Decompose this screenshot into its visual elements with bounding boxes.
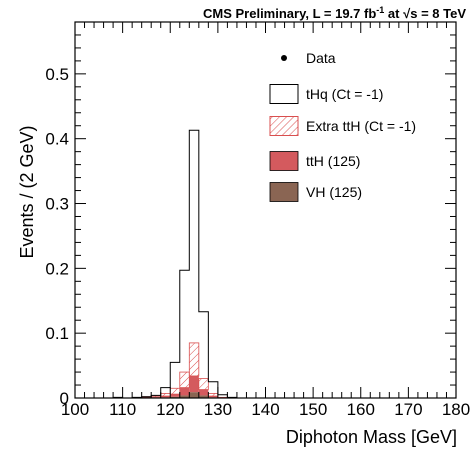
tth-bin: [208, 396, 218, 398]
tth-bin: [160, 396, 171, 398]
extra-tth-bin: [207, 393, 219, 397]
tth-bin: [189, 375, 199, 393]
y-tick-label: 0.5: [45, 65, 69, 84]
y-tick-label: 0: [60, 389, 69, 408]
x-tick-label: 170: [394, 400, 422, 419]
x-tick-label: 130: [204, 400, 232, 419]
chart-header: CMS Preliminary, L = 19.7 fb-1 at √s = 8…: [203, 5, 466, 21]
x-tick-label: 110: [109, 400, 136, 419]
thq-histogram: [75, 129, 456, 399]
legend-label: VH (125): [306, 184, 362, 200]
x-tick-label: 140: [251, 400, 279, 419]
legend-tth-swatch: [269, 151, 299, 171]
header-sqrt-sign: √: [403, 6, 411, 21]
axis-ticks: [74, 21, 457, 399]
extra-tth-bin: [160, 393, 171, 397]
header-mid: at: [384, 6, 403, 21]
vh-bin: [179, 395, 190, 398]
y-tick-label: 0.4: [45, 130, 69, 149]
vh-bin: [189, 392, 199, 398]
x-tick-label: 160: [347, 400, 375, 419]
legend: Data tHq (Ct = -1) Extra ttH (Ct = -1) ttH …: [269, 50, 416, 202]
x-tick-label: 180: [442, 400, 470, 419]
legend-extra-tth-swatch: [269, 116, 299, 136]
vh-bin: [198, 395, 209, 398]
extra-tth-bin: [169, 387, 181, 395]
x-tick-label: 150: [299, 400, 327, 419]
legend-label: Extra ttH (Ct = -1): [306, 118, 416, 134]
header-exponent: -1: [376, 5, 384, 15]
x-tick-label: 100: [61, 400, 89, 419]
extra-tth-bin: [179, 371, 190, 389]
legend-label: ttH (125): [306, 153, 360, 169]
vh-bin: [170, 396, 180, 398]
extra-tth-bin: [188, 342, 200, 377]
legend-label: Data: [306, 50, 336, 66]
y-tick-label: 0.2: [45, 259, 69, 278]
y-tick-label: 0.1: [45, 324, 69, 343]
tth-bin: [170, 394, 180, 397]
tth-bin: [198, 389, 209, 396]
plot-frame: [74, 21, 457, 399]
y-axis-title: Events / (2 GeV): [17, 125, 37, 258]
tth-bin: [179, 387, 190, 396]
legend-vh-swatch: [269, 182, 299, 202]
legend-thq-swatch: [269, 84, 299, 104]
header-lead: CMS Preliminary, L = 19.7 fb: [203, 6, 376, 21]
x-tick-label: 120: [156, 400, 184, 419]
legend-label: tHq (Ct = -1): [306, 86, 383, 102]
legend-data-marker: [281, 55, 287, 61]
extra-tth-bin: [198, 378, 209, 390]
axis-tick-labels: 100 110 120 130 140 150 160 170 180 0 0.1 0.2 0.3 0.4…: [45, 65, 470, 419]
plot-area: [75, 129, 456, 399]
header-tail: s = 8 TeV: [410, 6, 466, 21]
y-tick-label: 0.3: [45, 195, 69, 214]
x-axis-title: Diphoton Mass [GeV]: [286, 427, 457, 447]
